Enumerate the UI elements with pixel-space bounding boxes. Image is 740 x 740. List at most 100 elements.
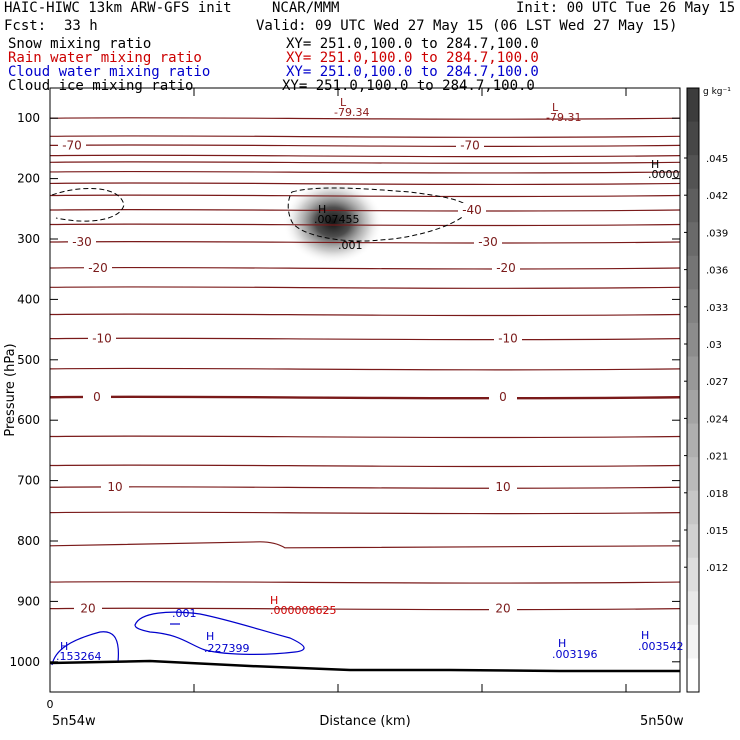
contour-label: 10 bbox=[495, 480, 510, 494]
colorbar-segment bbox=[687, 121, 699, 156]
contour-label: -20 bbox=[88, 261, 108, 275]
colorbar-tick-label: .027 bbox=[706, 377, 728, 388]
extremum-value: .0000 bbox=[648, 168, 680, 181]
x-axis-label: Distance (km) bbox=[319, 714, 410, 729]
snow-mixing-ratio-contour bbox=[287, 187, 469, 242]
extremum-value: .000008625 bbox=[270, 604, 336, 617]
extremum-value: -79.31 bbox=[546, 111, 581, 124]
colorbar-tick-label: .012 bbox=[706, 563, 728, 574]
temperature-contour bbox=[49, 266, 681, 270]
contour-label-bg bbox=[456, 138, 484, 152]
temperature-contour bbox=[49, 367, 681, 371]
extremum-marker: H bbox=[60, 640, 68, 653]
snow-mixing-ratio-contour bbox=[51, 187, 125, 222]
temperature-contour bbox=[49, 337, 681, 341]
colorbar-tick-label: .039 bbox=[706, 228, 728, 239]
contour-label-bg bbox=[88, 331, 116, 345]
field-xy-cloud-ice: XY= 251.0,100.0 to 284.7,100.0 bbox=[282, 78, 535, 94]
temperature-contour bbox=[49, 286, 681, 289]
extremum-marker: L bbox=[552, 101, 559, 114]
contour-label: -20 bbox=[496, 261, 516, 275]
terrain-line bbox=[49, 659, 680, 673]
colorbar-tick-label: .045 bbox=[706, 154, 728, 165]
extremum-value: .003196 bbox=[552, 648, 598, 661]
colorbar-unit: g kg⁻¹ bbox=[703, 87, 731, 97]
contour-label: -70 bbox=[460, 138, 480, 152]
temperature-contour bbox=[49, 208, 681, 212]
colorbar-segment bbox=[687, 524, 699, 559]
field-name-rain: Rain water mixing ratio bbox=[8, 50, 202, 66]
temperature-contour bbox=[49, 486, 681, 489]
y-tick-label: 900 bbox=[17, 594, 40, 608]
temperature-contour bbox=[49, 117, 681, 120]
contour-label: 20 bbox=[80, 602, 95, 616]
header-org: NCAR/MMM bbox=[272, 0, 340, 16]
y-tick-label: 1000 bbox=[9, 655, 40, 669]
colorbar-tick-label: .03 bbox=[706, 340, 722, 351]
y-tick-label: 700 bbox=[17, 474, 40, 488]
colorbar-segment bbox=[687, 88, 699, 123]
colorbar-segment bbox=[687, 423, 699, 458]
colorbar-segment bbox=[687, 557, 699, 592]
contour-label-bg bbox=[489, 390, 517, 404]
y-tick-label: 300 bbox=[17, 232, 40, 246]
extremum-marker: H bbox=[651, 158, 659, 171]
field-xy-cloud-water: XY= 251.0,100.0 to 284.7,100.0 bbox=[286, 64, 539, 80]
header-model: HAIC-HIWC 13km ARW-GFS init bbox=[4, 0, 232, 16]
x-start-label: 5n54w bbox=[52, 714, 96, 729]
colorbar-segment bbox=[687, 289, 699, 324]
extremum-value: .153264 bbox=[56, 650, 102, 663]
contour-label: 20 bbox=[495, 602, 510, 616]
contour-label-bg bbox=[68, 235, 96, 249]
plot-frame bbox=[49, 87, 681, 693]
extremum-value: .007455 bbox=[314, 213, 360, 226]
contour-label-bg bbox=[474, 235, 502, 249]
contour-label: -40 bbox=[462, 203, 482, 217]
contour-label-bg bbox=[84, 260, 112, 274]
colorbar-tick-label: .024 bbox=[706, 414, 728, 425]
temperature-contour bbox=[49, 240, 681, 244]
colorbar-segment bbox=[687, 255, 699, 290]
field-name-snow: Snow mixing ratio bbox=[8, 36, 152, 52]
header-init: Init: 00 UTC Tue 26 May 15 bbox=[516, 0, 736, 16]
contour-label-bg bbox=[489, 601, 517, 615]
contour-label-bg bbox=[489, 480, 517, 494]
header-valid: Valid: 09 UTC Wed 27 May 15 (06 LST Wed … bbox=[256, 18, 678, 34]
y-tick-label: 500 bbox=[17, 353, 40, 367]
contour-label-bg bbox=[458, 203, 486, 217]
y-tick-label: 100 bbox=[17, 111, 40, 125]
temperature-contour bbox=[49, 435, 681, 439]
temperature-contour bbox=[49, 313, 681, 317]
contour-label-bg bbox=[74, 601, 102, 615]
colorbar-segment bbox=[687, 658, 699, 693]
colorbar-segment bbox=[687, 188, 699, 223]
contour-label: 0 bbox=[499, 390, 507, 404]
freezing-level-contour bbox=[49, 395, 681, 400]
colorbar-segment bbox=[687, 390, 699, 425]
x-end-label: 5n50w bbox=[640, 714, 684, 729]
temperature-contour bbox=[49, 170, 681, 174]
temperature-contour bbox=[49, 541, 681, 549]
contour-label-bg bbox=[492, 260, 520, 274]
cloud-water-contour bbox=[134, 611, 305, 655]
temperature-contour bbox=[49, 580, 681, 584]
y-tick-label: 400 bbox=[17, 292, 40, 306]
y-tick-label: 200 bbox=[17, 172, 40, 186]
colorbar-segment bbox=[687, 222, 699, 257]
contour-label: -10 bbox=[92, 332, 112, 346]
contour-label-bg bbox=[101, 480, 129, 494]
field-xy-snow: XY= 251.0,100.0 to 284.7,100.0 bbox=[286, 36, 539, 52]
cloud-water-contour bbox=[51, 631, 120, 666]
colorbar-frame bbox=[686, 87, 700, 693]
colorbar-segment bbox=[687, 624, 699, 659]
contour-label: -70 bbox=[62, 138, 82, 152]
contour-label: -30 bbox=[72, 235, 92, 249]
colorbar-tick-label: .036 bbox=[706, 266, 728, 277]
y-tick-label: 600 bbox=[17, 413, 40, 427]
contour-label: -30 bbox=[478, 235, 498, 249]
field-name-cloud-water: Cloud water mixing ratio bbox=[8, 64, 211, 80]
extremum-marker: H bbox=[206, 630, 214, 643]
header-fcst-label: Fcst: bbox=[4, 18, 47, 34]
y-axis-label: Pressure (hPa) bbox=[3, 343, 18, 436]
